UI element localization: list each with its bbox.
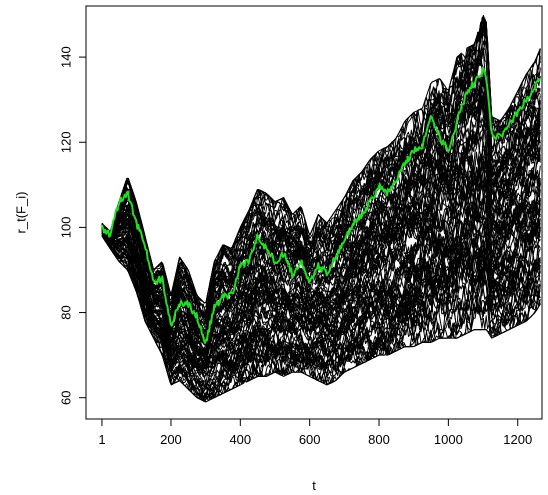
y-tick-label: 140 bbox=[58, 46, 73, 68]
y-tick-label: 60 bbox=[58, 390, 73, 404]
simulated-path-line bbox=[101, 234, 541, 399]
simulated-path-line bbox=[101, 147, 541, 367]
simulated-path-line bbox=[101, 235, 541, 393]
simulated-path-line bbox=[101, 15, 541, 304]
simulated-paths-bundle bbox=[101, 14, 541, 403]
simulated-path-line bbox=[101, 198, 541, 374]
x-tick-label: 1 bbox=[98, 432, 105, 447]
x-axis-title: t bbox=[312, 478, 316, 493]
y-tick-label: 100 bbox=[58, 217, 73, 239]
x-tick-label: 1000 bbox=[434, 432, 463, 447]
y-tick-label: 80 bbox=[58, 305, 73, 319]
y-axis-title: r_t(F_i) bbox=[13, 192, 28, 234]
simulated-path-line bbox=[101, 14, 541, 317]
simulated-path-line bbox=[101, 21, 541, 316]
x-tick-label: 800 bbox=[368, 432, 390, 447]
x-tick-label: 1200 bbox=[503, 432, 532, 447]
simulated-path-line bbox=[101, 86, 541, 330]
simulated-path-line bbox=[101, 38, 541, 304]
x-tick-label: 400 bbox=[229, 432, 251, 447]
x-tick-label: 600 bbox=[299, 432, 321, 447]
y-tick-label: 120 bbox=[58, 131, 73, 153]
x-tick-label: 200 bbox=[160, 432, 182, 447]
highlighted-path-layer bbox=[101, 66, 541, 344]
simulated-path-line bbox=[101, 208, 541, 369]
highlighted-path-line bbox=[101, 66, 541, 344]
plot-area-frame bbox=[85, 5, 543, 420]
simulated-path-line bbox=[101, 17, 541, 321]
